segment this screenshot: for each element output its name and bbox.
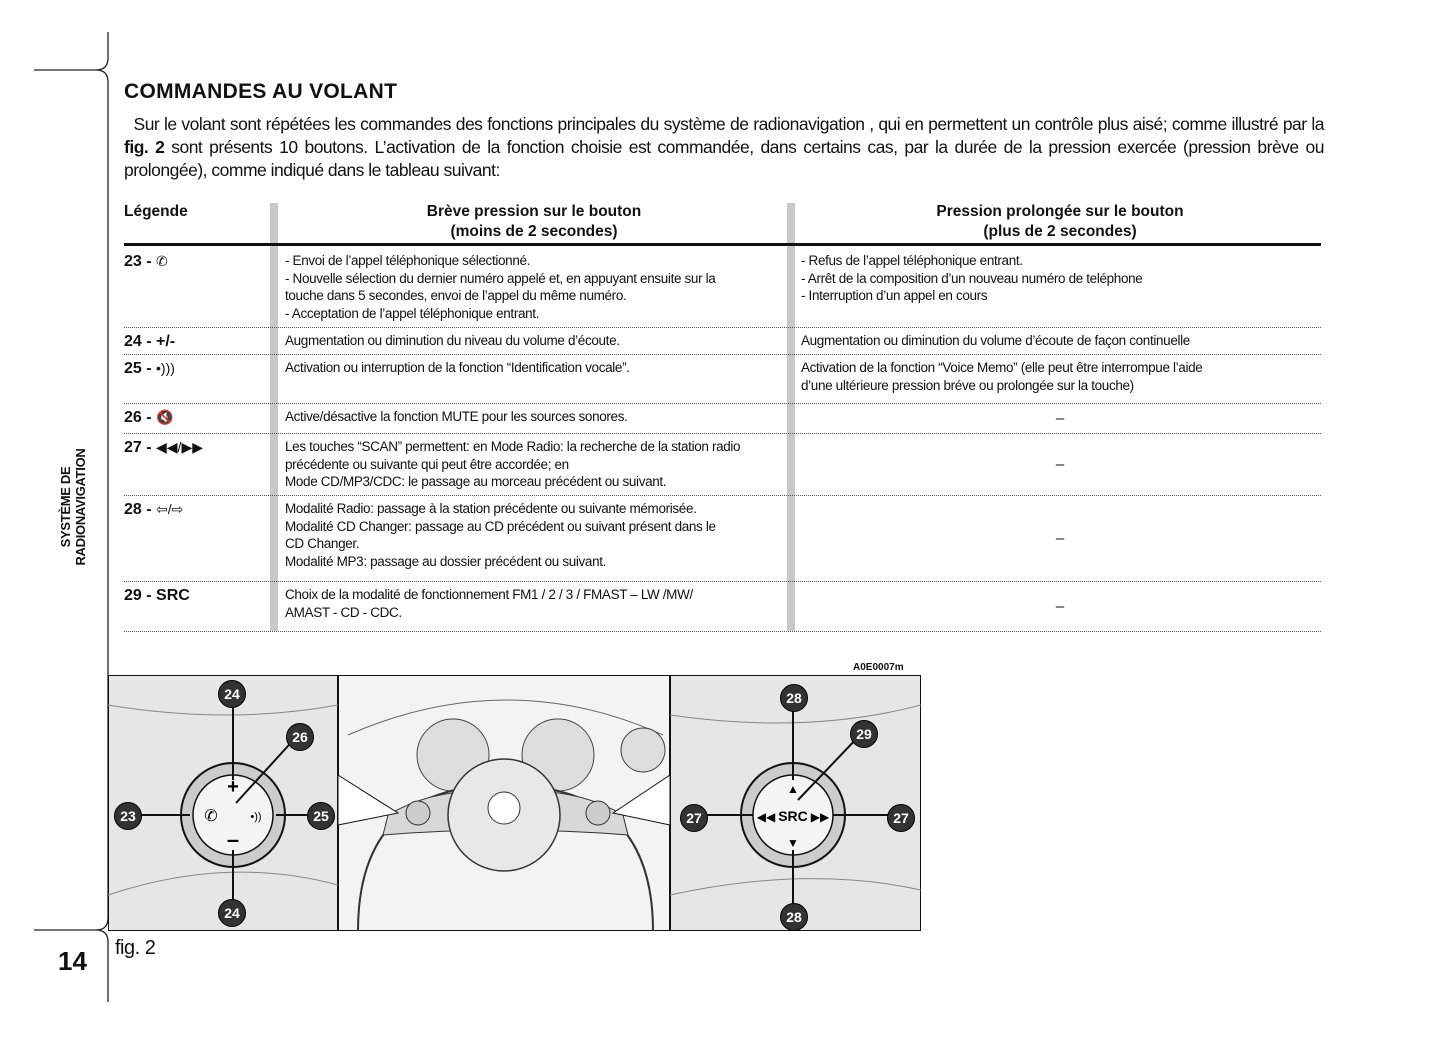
- short-press-description: Modalité Radio: passage à la station pré…: [285, 501, 716, 569]
- svg-text:+: +: [227, 776, 239, 798]
- header-long-press: Pression prolongée sur le bouton (plus d…: [936, 203, 1184, 240]
- svg-text:▶▶: ▶▶: [811, 810, 830, 824]
- row-divider: [124, 581, 1321, 582]
- svg-text:◀◀: ◀◀: [757, 810, 776, 824]
- row-legend: 26 - 🔇: [124, 409, 173, 427]
- svg-text:▲: ▲: [787, 782, 799, 796]
- column-divider: [270, 203, 278, 631]
- callout-number: 23: [114, 802, 142, 830]
- row-legend: 27 - ◀◀/▶▶: [124, 439, 203, 457]
- long-press-description: Augmentation ou diminution du volume d’é…: [801, 333, 1190, 348]
- svg-text:▼: ▼: [787, 836, 799, 850]
- legend-text: 25 -: [124, 360, 157, 377]
- legend-text: 24 - +/-: [124, 333, 176, 350]
- legend-text: 26 -: [124, 409, 157, 426]
- row-divider: [124, 327, 1321, 328]
- legend-text: 27 -: [124, 439, 157, 456]
- short-press-description: Active/désactive la fonction MUTE pour l…: [285, 409, 628, 424]
- steering-wheel-figure: + – ✆ •)) SRC ◀◀ ▶▶ ▲ ▼: [108, 675, 921, 931]
- row-divider: [124, 433, 1321, 434]
- svg-text:–: –: [227, 827, 239, 852]
- intro-paragraph: Sur le volant sont répétées les commande…: [124, 113, 1325, 182]
- legend-text: 28 -: [124, 501, 157, 518]
- long-press-description: –: [1055, 455, 1065, 473]
- short-press-description: Augmentation ou diminution du niveau du …: [285, 333, 620, 348]
- row-divider: [124, 495, 1321, 496]
- long-press-description: - Refus de l’appel téléphonique entrant.…: [801, 253, 1143, 303]
- figure-caption: fig. 2: [115, 937, 156, 959]
- callout-number: 24: [218, 899, 246, 927]
- section-title: COMMANDES AU VOLANT: [124, 80, 398, 103]
- voice-icon: •))): [156, 360, 175, 376]
- callout-number: 24: [218, 680, 246, 708]
- svg-text:•)): •)): [250, 811, 261, 823]
- scan-arrows-icon: ◀◀/▶▶: [156, 439, 203, 455]
- row-divider: [124, 354, 1321, 355]
- svg-text:✆: ✆: [204, 808, 217, 825]
- short-press-description: Activation ou interruption de la fonctio…: [285, 360, 630, 375]
- row-legend: 29 - SRC: [124, 587, 190, 605]
- callout-number: 29: [850, 720, 878, 748]
- row-divider: [124, 403, 1321, 404]
- src-button-label: SRC: [778, 808, 808, 824]
- short-press-description: - Envoi de l’appel téléphonique sélectio…: [285, 253, 716, 321]
- mute-icon: 🔇: [156, 409, 174, 425]
- intro-text-1: Sur le volant sont répétées les commande…: [133, 114, 1325, 134]
- long-press-description: –: [1055, 597, 1065, 615]
- left-right-arrows-icon: ⇦/⇨: [156, 501, 184, 517]
- header-rule: [124, 243, 1321, 246]
- row-legend: 23 - ✆: [124, 253, 168, 271]
- row-legend: 24 - +/-: [124, 333, 175, 351]
- callout-number: 26: [286, 723, 314, 751]
- callout-number: 27: [680, 804, 708, 832]
- figure-reference: fig. 2: [124, 137, 165, 157]
- header-short-press: Brève pression sur le bouton (moins de 2…: [426, 203, 642, 240]
- intro-text-2: sont présents 10 boutons. L’activation d…: [124, 137, 1325, 180]
- long-press-description: –: [1055, 409, 1065, 427]
- figure-code: A0E0007m: [853, 662, 904, 673]
- long-press-description: Activation de la fonction “Voice Memo” (…: [801, 360, 1203, 393]
- callout-number: 27: [887, 804, 915, 832]
- legend-text: 23 -: [124, 253, 157, 270]
- callout-number: 28: [780, 684, 808, 712]
- row-legend: 25 - •))): [124, 360, 175, 378]
- short-press-description: Choix de la modalité de fonctionnement F…: [285, 587, 693, 620]
- long-press-description: –: [1055, 529, 1065, 547]
- callout-number: 25: [307, 802, 335, 830]
- section-side-label: SYSTÈME DE RADIONAVIGATION: [58, 448, 88, 566]
- short-press-description: Les touches “SCAN” permettent: en Mode R…: [285, 439, 741, 489]
- column-divider: [787, 203, 795, 631]
- phone-icon: ✆: [156, 253, 168, 269]
- header-legend: Légende: [124, 203, 188, 220]
- row-divider: [124, 631, 1321, 632]
- row-legend: 28 - ⇦/⇨: [124, 501, 183, 519]
- callout-number: 28: [780, 903, 808, 931]
- legend-text: 29 - SRC: [124, 587, 190, 604]
- page-number: 14: [58, 946, 87, 976]
